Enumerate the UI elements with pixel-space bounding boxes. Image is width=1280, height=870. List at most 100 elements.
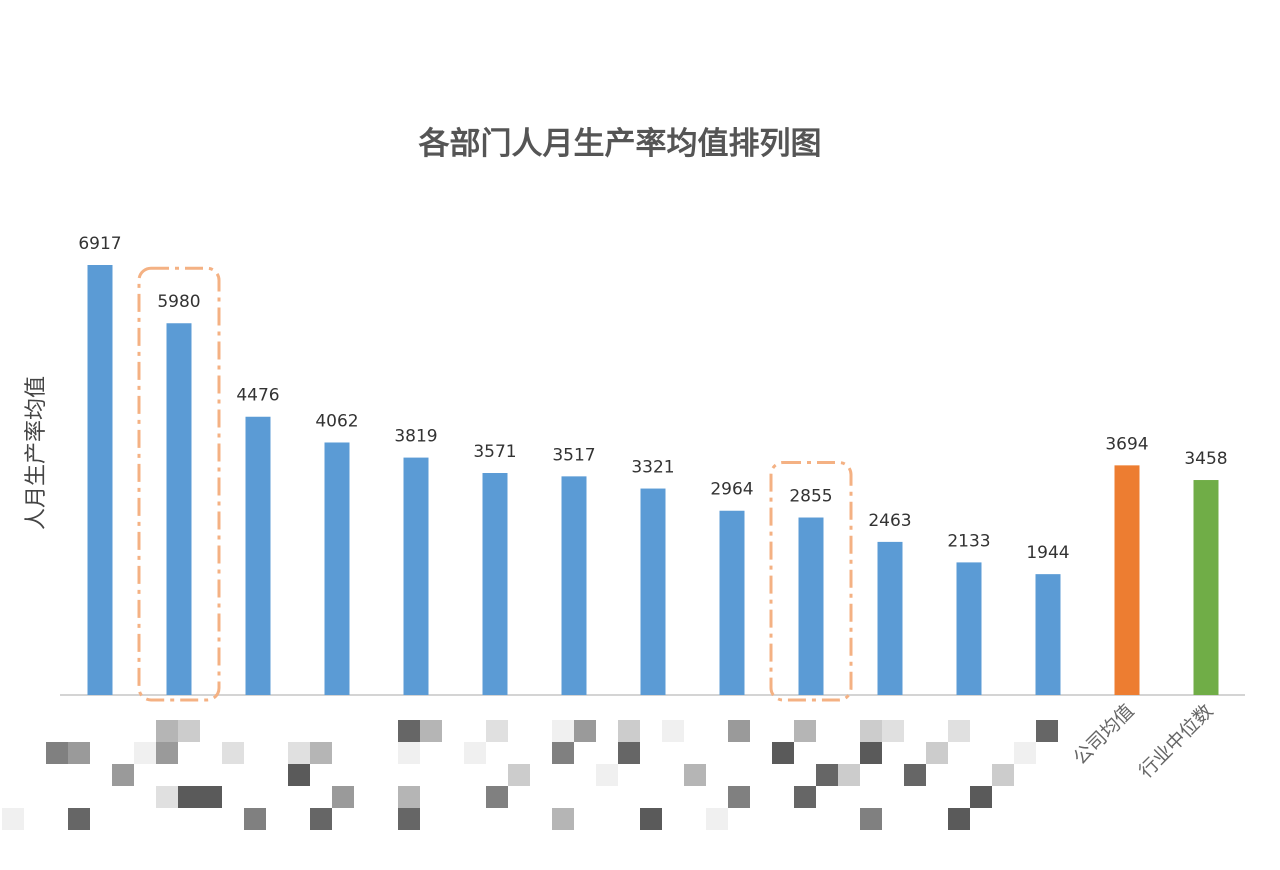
highlight-group: [137, 266, 853, 702]
mosaic-block: [926, 742, 948, 764]
mosaic-block: [420, 720, 442, 742]
mosaic-block: [728, 786, 750, 808]
mosaic-block: [706, 808, 728, 830]
mosaic-block: [684, 764, 706, 786]
mosaic-block: [552, 808, 574, 830]
mosaic-block: [574, 720, 596, 742]
bar-1: [87, 265, 113, 695]
mosaic-block: [662, 720, 684, 742]
mosaic-block: [882, 720, 904, 742]
mosaic-block: [904, 764, 926, 786]
bar-6: [482, 473, 508, 695]
value-label-7: 3517: [552, 445, 595, 465]
mosaic-block: [68, 742, 90, 764]
mosaic-block: [156, 720, 178, 742]
mosaic-block: [794, 786, 816, 808]
mosaic-block: [200, 786, 222, 808]
value-label-9: 2964: [710, 480, 753, 500]
mosaic-block: [2, 808, 24, 830]
mosaic-block: [772, 742, 794, 764]
mosaic-block: [794, 720, 816, 742]
value-label-8: 3321: [631, 458, 674, 478]
mosaic-block: [1014, 742, 1036, 764]
value-label-12: 2133: [947, 531, 990, 551]
y-axis-label: 人月生产率均值: [24, 376, 49, 530]
mosaic-block: [860, 808, 882, 830]
bar-2: [166, 323, 192, 695]
value-label-14: 3694: [1105, 434, 1148, 454]
mosaic-block: [178, 786, 200, 808]
value-label-3: 4476: [236, 386, 279, 406]
value-label-2: 5980: [157, 292, 200, 312]
mosaic-block: [288, 764, 310, 786]
mosaic-block: [486, 720, 508, 742]
value-label-6: 3571: [473, 442, 516, 462]
value-label-1: 6917: [78, 234, 121, 254]
mosaic-block: [398, 786, 420, 808]
mosaic-block: [970, 786, 992, 808]
bar-12: [956, 562, 982, 695]
bar-13: [1035, 574, 1061, 695]
bar-5: [403, 457, 429, 695]
chart-title: 各部门人月生产率均值排列图: [418, 126, 822, 162]
mosaic-block: [860, 742, 882, 764]
bar-11: [877, 541, 903, 695]
bars-group: [87, 265, 1219, 695]
mosaic-block: [156, 786, 178, 808]
bar-7: [561, 476, 587, 695]
mosaic-block: [618, 742, 640, 764]
mosaic-block: [310, 742, 332, 764]
mosaic-block: [156, 742, 178, 764]
highlight-box-2: [769, 461, 853, 702]
bar-15: [1193, 480, 1219, 695]
mosaic-block: [1036, 720, 1058, 742]
value-label-13: 1944: [1026, 543, 1069, 563]
mosaic-block: [222, 742, 244, 764]
mosaic-block: [398, 742, 420, 764]
mosaic-block: [134, 742, 156, 764]
mosaic-block: [68, 808, 90, 830]
bar-9: [719, 510, 745, 695]
bar-3: [245, 416, 271, 695]
category-label-14: 公司均值: [1069, 700, 1138, 769]
highlight-box-1: [137, 266, 221, 702]
pixelated-category-labels: [2, 720, 1058, 830]
mosaic-block: [398, 808, 420, 830]
value-label-4: 4062: [315, 411, 358, 431]
mosaic-block: [552, 742, 574, 764]
mosaic-block: [948, 808, 970, 830]
mosaic-block: [992, 764, 1014, 786]
mosaic-block: [816, 764, 838, 786]
mosaic-block: [860, 720, 882, 742]
mosaic-block: [288, 742, 310, 764]
bar-10: [798, 517, 824, 695]
mosaic-block: [552, 720, 574, 742]
mosaic-block: [112, 764, 134, 786]
mosaic-block: [596, 764, 618, 786]
bar-4: [324, 442, 350, 695]
mosaic-block: [508, 764, 530, 786]
bar-8: [640, 488, 666, 695]
bar-14: [1114, 465, 1140, 695]
mosaic-block: [464, 742, 486, 764]
mosaic-block: [46, 742, 68, 764]
mosaic-block: [332, 786, 354, 808]
value-label-5: 3819: [394, 427, 437, 447]
value-labels-group: 6917 5980 4476 4062 3819 3571 3517 3321 2964 2855…: [78, 234, 1227, 563]
value-label-11: 2463: [868, 511, 911, 531]
value-label-15: 3458: [1184, 449, 1227, 469]
mosaic-block: [618, 720, 640, 742]
value-label-10: 2855: [789, 487, 832, 507]
mosaic-block: [486, 786, 508, 808]
mosaic-block: [178, 720, 200, 742]
mosaic-block: [398, 720, 420, 742]
mosaic-block: [310, 808, 332, 830]
mosaic-block: [948, 720, 970, 742]
mosaic-block: [640, 808, 662, 830]
mosaic-block: [244, 808, 266, 830]
category-label-15: 行业中位数: [1135, 700, 1218, 783]
mosaic-block: [838, 764, 860, 786]
